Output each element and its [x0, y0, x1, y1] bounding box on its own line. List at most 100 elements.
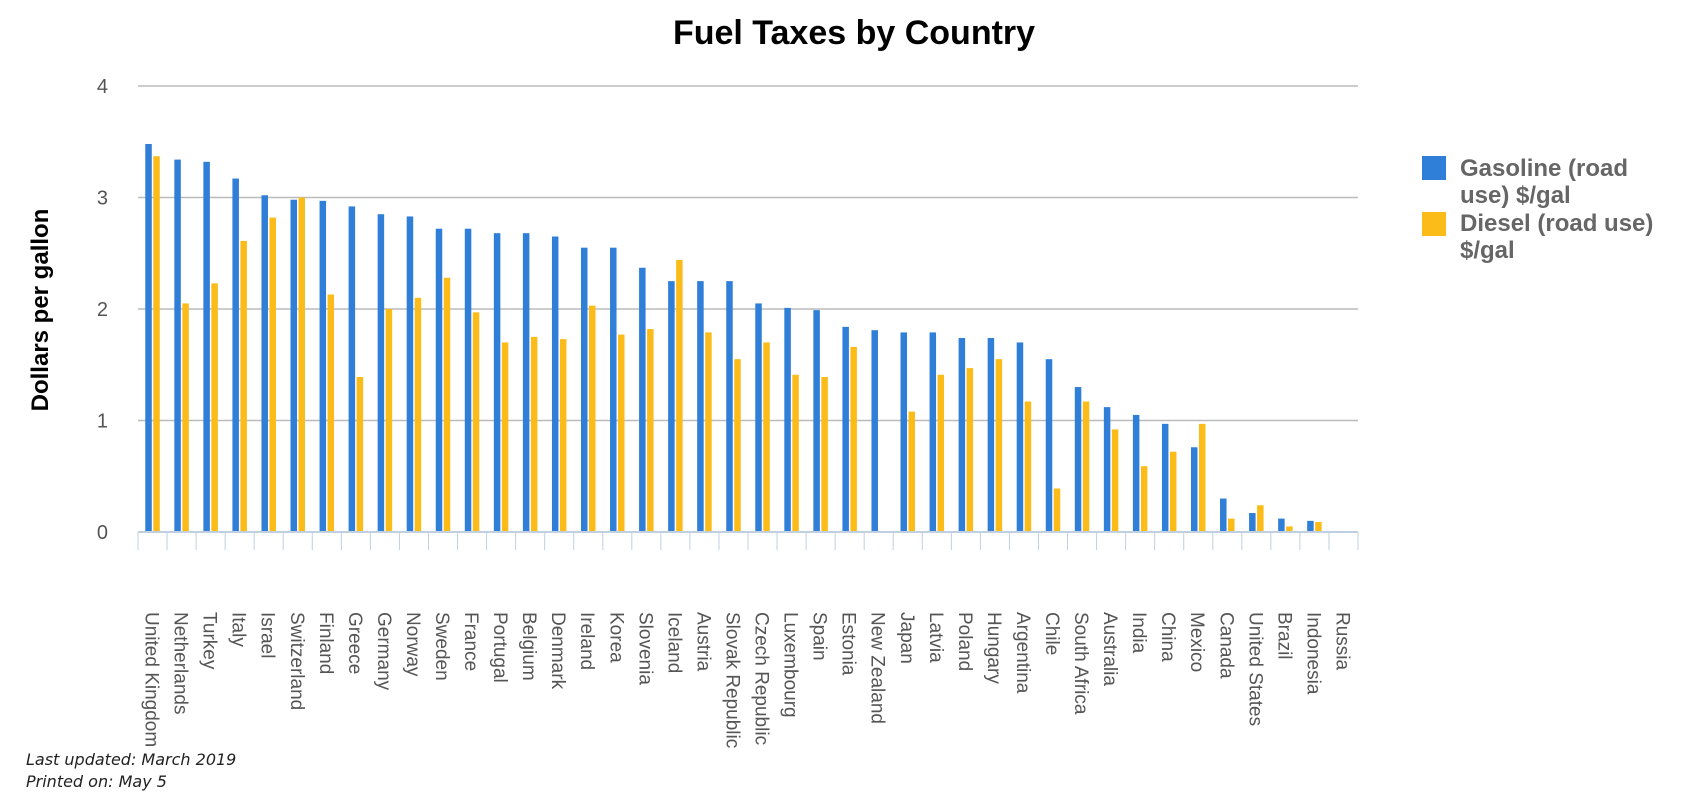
bar-gasoline: [668, 281, 675, 532]
bar-gasoline: [174, 159, 181, 532]
bar-diesel: [1286, 526, 1293, 532]
legend-label-gasoline: use) $/gal: [1460, 182, 1571, 209]
x-tick-label: Argentina: [1012, 612, 1033, 694]
bar-gasoline: [1278, 518, 1285, 532]
x-tick-label: Hungary: [983, 612, 1004, 684]
bar-diesel: [763, 342, 770, 532]
x-tick-label: Latvia: [925, 612, 946, 663]
bar-gasoline: [493, 233, 501, 532]
x-tick-label: Iceland: [663, 612, 684, 673]
x-axis-tick-labels: United Kingdom Netherlands Turkey Italy Isra…: [141, 612, 1353, 748]
bar-gasoline: [580, 247, 588, 533]
x-tick-label: Indonesia: [1302, 612, 1323, 695]
y-tick-label: 3: [97, 188, 108, 210]
x-tick-label: Chile: [1041, 612, 1062, 655]
bar-gasoline: [290, 199, 298, 533]
bar-diesel: [850, 346, 857, 532]
x-tick-label: Russia: [1331, 612, 1352, 671]
bar-diesel: [1257, 505, 1264, 532]
bar-diesel: [530, 336, 538, 532]
x-tick-label: Austria: [692, 612, 713, 672]
bar-diesel: [1140, 466, 1148, 532]
x-tick-label: Norway: [402, 612, 423, 677]
y-axis-ticks: 0 1 2 3 4: [97, 76, 108, 544]
bar-gasoline: [522, 233, 530, 532]
y-tick-label: 4: [97, 76, 108, 98]
bar-diesel: [1198, 423, 1206, 532]
bar-gasoline: [1103, 407, 1111, 532]
x-tick-label: Italy: [228, 612, 249, 647]
x-tick-label: Slovak Republic: [721, 612, 742, 748]
bar-gasoline: [1190, 447, 1198, 532]
bar-diesel: [676, 259, 683, 532]
bar-gasoline: [145, 143, 152, 533]
y-axis-label: Dollars per gallon: [27, 209, 54, 412]
bar-diesel: [298, 197, 306, 532]
bar-gasoline: [1307, 520, 1314, 532]
bar-gasoline: [842, 326, 849, 532]
bar-diesel: [908, 411, 916, 532]
x-axis: [137, 531, 1359, 550]
bar-gasoline: [755, 303, 762, 532]
bar-gasoline: [464, 228, 472, 532]
x-tick-label: United States: [1244, 612, 1265, 726]
bar-diesel: [1082, 401, 1090, 532]
bar-gasoline: [929, 332, 937, 532]
x-tick-label: Canada: [1215, 612, 1236, 679]
x-tick-label: Czech Republic: [751, 612, 772, 745]
legend-label-diesel: Diesel (road use): [1460, 210, 1653, 237]
x-tick-label: Finland: [315, 612, 336, 674]
gridlines: [138, 85, 1358, 422]
x-tick-label: Slovenia: [634, 612, 655, 685]
bars: [145, 143, 1322, 533]
x-tick-label: New Zealand: [867, 612, 888, 724]
bar-diesel: [240, 240, 247, 533]
bar-diesel: [1053, 488, 1061, 532]
bar-gasoline: [871, 330, 878, 532]
x-tick-label: Poland: [954, 612, 975, 671]
bar-diesel: [182, 303, 189, 532]
bar-diesel: [647, 329, 654, 532]
bar-gasoline: [1249, 513, 1256, 532]
legend-swatch-diesel: [1422, 212, 1446, 236]
x-tick-label: Korea: [605, 612, 626, 663]
bar-gasoline: [900, 332, 908, 532]
x-tick-label: United Kingdom: [141, 612, 162, 747]
bar-diesel: [588, 305, 596, 532]
x-tick-label: China: [1157, 612, 1178, 662]
bar-diesel: [414, 297, 422, 532]
y-tick-label: 1: [97, 411, 108, 433]
bar-diesel: [356, 377, 364, 532]
legend-label-gasoline: Gasoline (road: [1460, 155, 1628, 182]
bar-gasoline: [203, 161, 210, 532]
bar-diesel: [705, 332, 712, 532]
bar-gasoline: [406, 216, 414, 532]
bar-gasoline: [435, 228, 443, 532]
x-tick-label: France: [460, 612, 481, 671]
bar-diesel: [1111, 429, 1119, 532]
chart-title: Fuel Taxes by Country: [673, 14, 1035, 52]
x-tick-label: Sweden: [431, 612, 452, 681]
bar-gasoline: [1161, 423, 1169, 532]
x-tick-label: India: [1128, 612, 1149, 654]
bar-diesel: [995, 359, 1003, 532]
x-tick-label: Luxembourg: [780, 612, 801, 718]
bar-diesel: [966, 368, 974, 532]
bar-gasoline: [1016, 342, 1024, 532]
bar-diesel: [792, 374, 799, 532]
bar-diesel: [153, 156, 160, 532]
bar-diesel: [734, 359, 741, 532]
x-tick-label: Greece: [344, 612, 365, 674]
bar-gasoline: [958, 337, 966, 532]
x-tick-label: Japan: [896, 612, 917, 664]
bar-gasoline: [232, 178, 239, 533]
bar-diesel: [211, 283, 218, 532]
bar-diesel: [327, 294, 335, 532]
x-tick-label: Portugal: [489, 612, 510, 683]
bar-diesel: [559, 339, 567, 532]
x-tick-label: Brazil: [1273, 612, 1294, 660]
x-tick-label: Israel: [257, 612, 278, 658]
bar-gasoline: [610, 247, 617, 533]
